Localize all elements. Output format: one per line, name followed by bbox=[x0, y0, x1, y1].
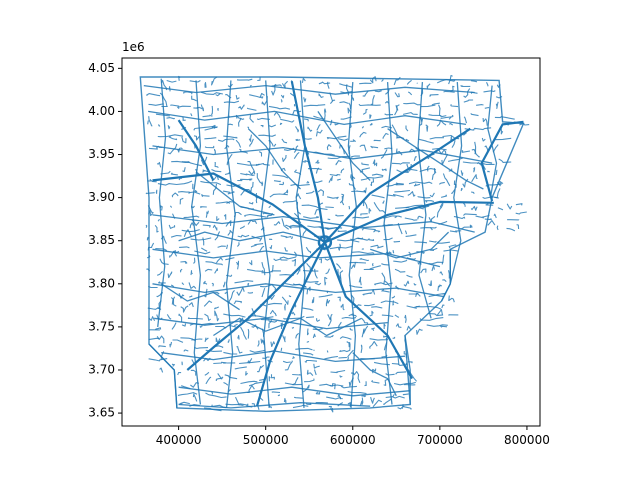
local-road bbox=[474, 167, 475, 172]
local-road bbox=[328, 219, 331, 220]
local-road bbox=[182, 161, 189, 162]
local-road bbox=[278, 395, 280, 396]
local-road bbox=[281, 348, 282, 351]
local-road bbox=[272, 392, 280, 393]
local-road bbox=[393, 301, 394, 306]
local-road bbox=[374, 140, 381, 141]
y-tick-label: 3.75 bbox=[88, 319, 115, 333]
local-road bbox=[359, 83, 371, 84]
local-road bbox=[373, 263, 374, 266]
y-tick-label: 3.65 bbox=[88, 406, 115, 420]
y-tick-label: 4.00 bbox=[88, 104, 115, 118]
local-road bbox=[224, 363, 226, 364]
y-tick-label: 3.90 bbox=[88, 190, 115, 204]
x-tick-label: 500000 bbox=[243, 433, 289, 447]
local-road bbox=[306, 317, 314, 318]
local-road bbox=[336, 215, 344, 216]
local-road bbox=[228, 124, 233, 125]
local-road bbox=[273, 160, 274, 165]
x-tick-label: 600000 bbox=[330, 433, 376, 447]
y-offset-label: 1e6 bbox=[122, 40, 145, 54]
local-road bbox=[393, 251, 394, 254]
x-tick-label: 400000 bbox=[156, 433, 202, 447]
local-road bbox=[318, 105, 325, 106]
y-tick-label: 3.70 bbox=[88, 362, 115, 376]
local-road bbox=[292, 375, 300, 376]
local-road bbox=[285, 304, 286, 310]
local-road bbox=[218, 108, 219, 110]
local-road bbox=[394, 241, 400, 242]
local-road bbox=[339, 358, 347, 359]
x-tick-label: 800000 bbox=[504, 433, 550, 447]
local-road bbox=[325, 207, 333, 208]
local-road bbox=[248, 329, 249, 339]
local-road bbox=[250, 86, 251, 87]
y-tick-label: 3.80 bbox=[88, 276, 115, 290]
local-road bbox=[327, 351, 328, 353]
y-tick-label: 3.85 bbox=[88, 233, 115, 247]
local-road bbox=[476, 105, 483, 106]
local-road bbox=[307, 342, 309, 343]
x-tick-label: 700000 bbox=[417, 433, 463, 447]
local-road bbox=[488, 171, 490, 172]
y-tick-label: 4.05 bbox=[88, 61, 115, 75]
local-road bbox=[205, 83, 206, 88]
y-tick-label: 3.95 bbox=[88, 147, 115, 161]
local-road bbox=[281, 99, 282, 102]
local-road bbox=[156, 190, 157, 194]
